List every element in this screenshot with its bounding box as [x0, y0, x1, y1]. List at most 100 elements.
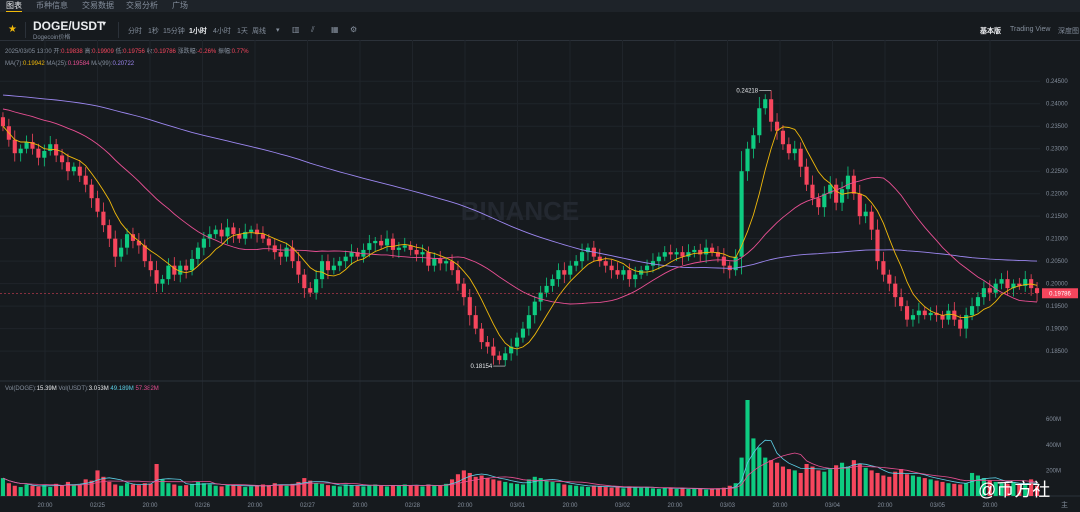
price-tick-label: 0.20000 [1046, 282, 1068, 288]
candle-body [189, 258, 195, 271]
candle-body [284, 247, 289, 257]
interval-1s[interactable]: 1秒 [148, 28, 159, 35]
candle-body [497, 355, 502, 361]
volume-bar [952, 483, 957, 496]
tab-coin-info[interactable]: 币种信息 [36, 1, 68, 10]
chevron-down-icon[interactable]: ▾ [102, 19, 107, 28]
volume-bar [987, 480, 992, 496]
candle-body [160, 279, 165, 284]
volume-bar [763, 457, 768, 496]
view-tradingview[interactable]: Trading View [1010, 26, 1051, 33]
symbol-subname[interactable]: Dogecoin价格 [33, 35, 71, 41]
tab-square[interactable]: 广场 [172, 1, 188, 10]
volume-bar [455, 474, 461, 496]
tab-trading-data[interactable]: 交易数据 [82, 1, 114, 10]
volume-bar [727, 485, 732, 496]
candle-body [390, 238, 396, 250]
volume-bar [780, 466, 786, 496]
candle-body [922, 310, 927, 316]
symbol-name[interactable]: DOGE/USDT [33, 19, 105, 33]
candle-body [367, 243, 372, 250]
candle-body [65, 162, 71, 172]
volume-bar [609, 487, 614, 496]
interval-15m[interactable]: 15分钟 [163, 28, 185, 35]
volume-bar [349, 485, 354, 496]
ma99-value: 0.20722 [112, 61, 135, 67]
chart-grid [0, 40, 1080, 497]
candle-body [349, 252, 354, 257]
time-tick-label: 20:00 [352, 503, 368, 509]
volume-bar [969, 472, 975, 496]
volume-bar [733, 483, 738, 496]
volume-bar [107, 481, 112, 496]
interval-1h[interactable]: 1小时 [189, 28, 207, 35]
candle-body [704, 247, 709, 255]
indicator-icon[interactable]: ⫽ [311, 25, 315, 34]
candle-body [633, 274, 638, 280]
candle-body [136, 240, 141, 246]
interval-time[interactable]: 分时 [128, 28, 142, 35]
candle-body [538, 292, 543, 302]
volume-bar [184, 485, 189, 496]
view-depth[interactable]: 深度图 [1058, 28, 1079, 35]
tab-trading-analysis[interactable]: 交易分析 [126, 1, 158, 10]
volume-bar [172, 484, 177, 496]
volume-bars [0, 400, 1040, 496]
favorite-star-icon[interactable]: ★ [8, 24, 17, 35]
view-basic[interactable]: 基本版 [980, 28, 1001, 35]
candle-body [337, 261, 342, 266]
interval-more-chevron-icon[interactable]: ▾ [276, 27, 280, 34]
candle-body [254, 229, 260, 235]
volume-bar [816, 470, 821, 496]
volume-bar [603, 487, 608, 496]
candle-body [231, 227, 236, 235]
candle-body [402, 245, 407, 248]
volume-bar [958, 484, 963, 496]
candle-body [1005, 279, 1010, 289]
volume-bar [999, 483, 1004, 496]
ma99-line [2, 94, 1038, 269]
volume-bar [71, 484, 76, 496]
volume-bar [89, 480, 94, 496]
vol-ma10-value: 57.382M [135, 386, 159, 392]
candle-body [314, 279, 319, 293]
amplitude-value: 0.77% [231, 49, 249, 55]
candle-body [467, 297, 472, 316]
candle-body [331, 265, 336, 271]
candle-body [910, 315, 916, 320]
candle-body [881, 261, 886, 275]
candle-body [438, 258, 443, 264]
volume-bar [420, 486, 425, 496]
candle-body [774, 121, 780, 131]
volume-bar [745, 400, 750, 496]
tab-chart[interactable]: 图表 [6, 1, 22, 12]
volume-bar [585, 487, 591, 496]
corner-watermark: @币方社 [978, 480, 1051, 500]
candle-body [142, 245, 147, 262]
volume-bar [881, 475, 886, 496]
volume-bar [396, 485, 401, 496]
candle-body [579, 252, 585, 262]
candle-body [715, 252, 721, 257]
candle-body [379, 240, 384, 246]
candle-body [763, 99, 768, 109]
candle-body [698, 249, 703, 255]
candle-body [999, 279, 1004, 284]
candle-type-icon[interactable]: ▥ [292, 25, 300, 34]
volume-bar [373, 484, 378, 496]
volume-bar [1029, 479, 1034, 496]
grid-icon[interactable]: ▦ [331, 25, 339, 34]
time-tick-label: 02/27 [300, 503, 316, 509]
candle-body [958, 319, 963, 329]
interval-4h[interactable]: 4小时 [213, 28, 231, 35]
interval-week[interactable]: 周线 [252, 28, 266, 35]
candle-body [810, 184, 815, 199]
candle-body [940, 315, 945, 320]
candle-body [148, 261, 153, 271]
settings-icon[interactable]: ⚙ [350, 25, 358, 34]
low-marker-label: 0.18154 [471, 364, 493, 370]
interval-1d[interactable]: 1天 [237, 28, 248, 35]
volume-bar [142, 483, 147, 496]
time-tick-label: 20:00 [772, 503, 788, 509]
